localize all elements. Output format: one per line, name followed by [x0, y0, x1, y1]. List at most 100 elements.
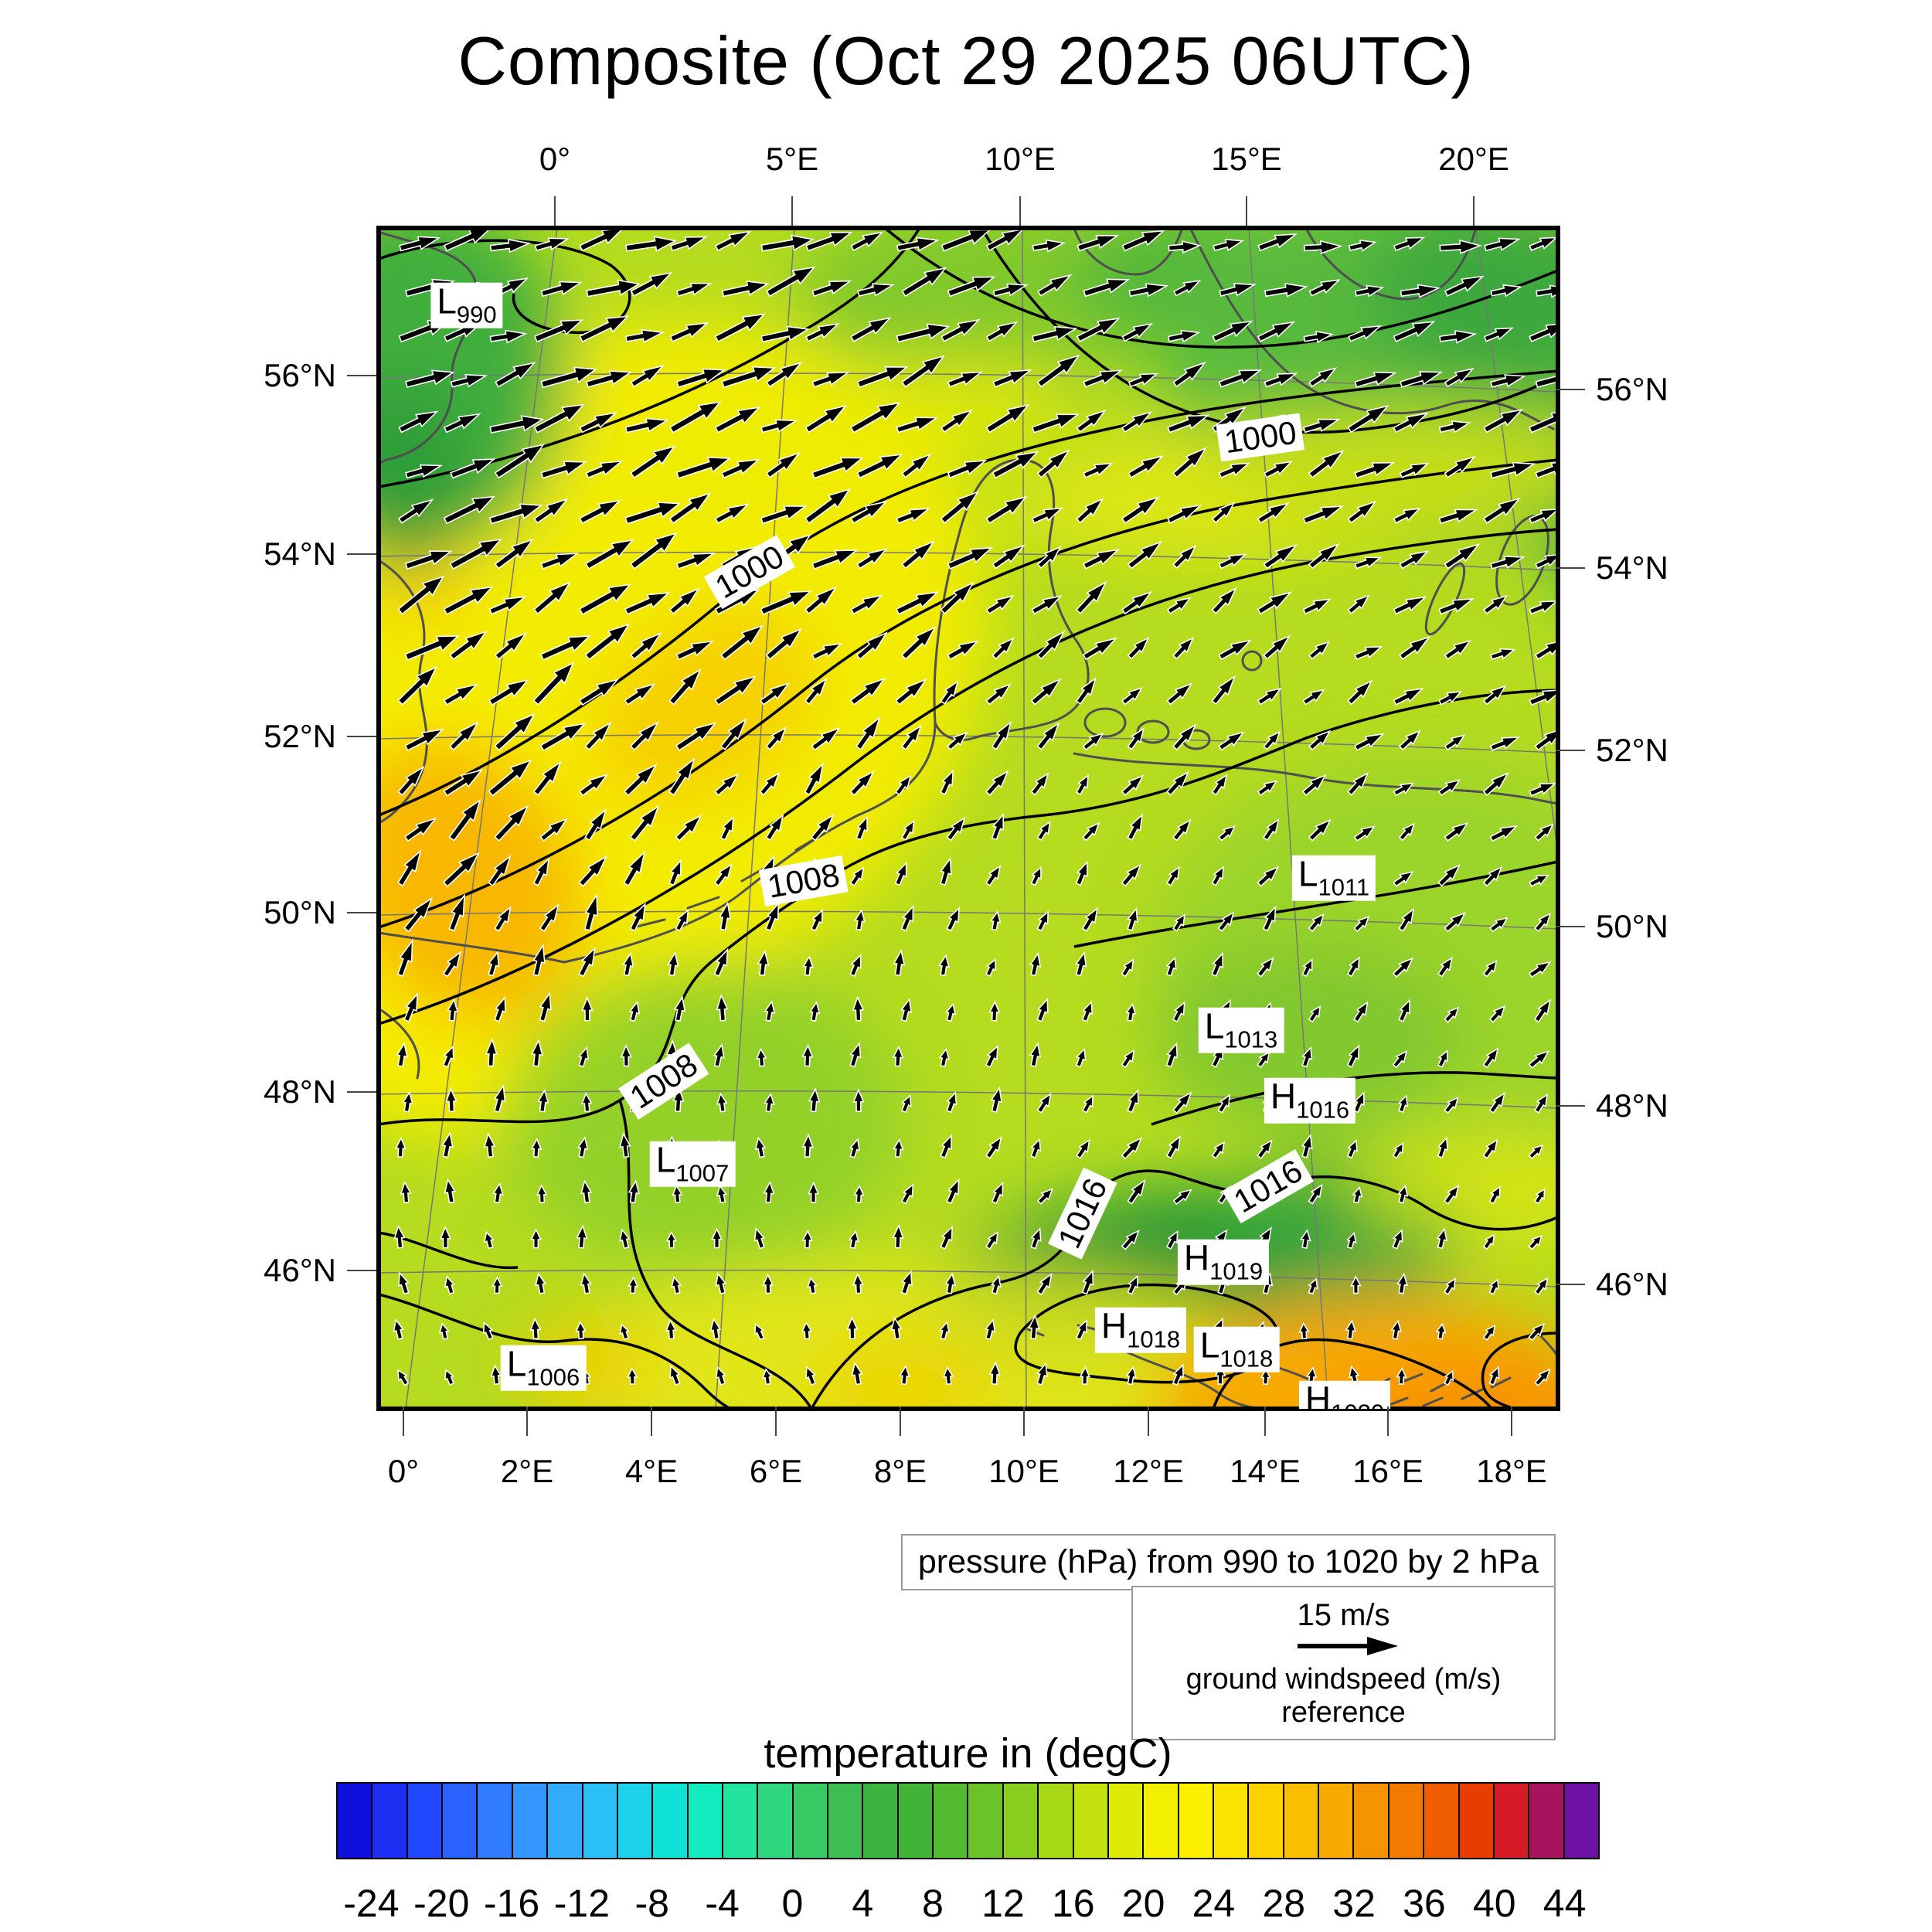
coastlines — [379, 228, 1558, 1409]
wind-arrow-icon — [1165, 1230, 1179, 1250]
wind-arrow-icon — [765, 813, 784, 842]
wind-arrow-icon — [1437, 779, 1461, 797]
wind-arrow-icon — [1354, 461, 1396, 479]
wind-arrow-icon — [669, 321, 709, 342]
wind-arrow-icon — [1354, 556, 1383, 570]
colorbar-cell — [1039, 1784, 1074, 1858]
wind-arrow-icon — [849, 677, 886, 706]
wind-arrow-icon — [1075, 580, 1107, 614]
wind-arrow-icon — [1482, 1233, 1495, 1250]
right-axis-label: 46°N — [1596, 1266, 1668, 1302]
wind-arrow-icon — [1392, 957, 1414, 978]
wind-arrow-icon — [622, 952, 634, 977]
colorbar-cell — [1564, 1784, 1598, 1858]
wind-arrow-icon — [760, 419, 798, 434]
wind-arrow-icon — [850, 594, 883, 615]
wind-arrow-icon — [1121, 590, 1153, 615]
wind-arrow-icon — [532, 857, 550, 886]
pressure-extremum-label: L1011 — [1291, 855, 1376, 901]
wind-arrow-icon — [443, 228, 492, 252]
wind-arrow-icon — [1392, 1142, 1404, 1159]
wind-arrow-icon — [1482, 1138, 1498, 1159]
wind-arrow-icon — [1029, 952, 1042, 977]
wind-arrow-icon — [1484, 237, 1521, 252]
wind-arrow-icon — [1218, 825, 1236, 842]
wind-arrow-icon — [1128, 283, 1169, 298]
wind-arrow-icon — [894, 861, 907, 886]
wind-arrow-icon — [713, 1043, 725, 1068]
bottom-axis-label: 18°E — [1476, 1453, 1547, 1489]
wind-arrow-icon — [939, 1321, 951, 1340]
wind-arrow-icon — [1301, 1134, 1313, 1158]
wind-arrow-icon — [1076, 317, 1121, 342]
wind-arrow-icon — [490, 1364, 502, 1386]
wind-arrow-icon — [1438, 509, 1478, 525]
wind-arrow-icon — [671, 1275, 682, 1294]
wind-arrow-icon — [583, 893, 598, 931]
wind-arrow-icon — [1352, 1001, 1369, 1023]
colorbar-cell — [1284, 1784, 1320, 1858]
wind-arrow-icon — [991, 1182, 1004, 1205]
wind-arrow-icon — [1346, 956, 1360, 978]
colorbar-tick-label: -12 — [553, 1882, 611, 1925]
wind-arrow-icon — [1534, 1277, 1549, 1296]
left-axis-tick — [347, 736, 376, 737]
pressure-extremum-label: H1018 — [1094, 1308, 1187, 1353]
wind-arrow-icon — [404, 550, 453, 570]
wind-arrow-icon — [900, 998, 912, 1022]
wind-arrow-icon — [533, 498, 569, 524]
wind-arrow-icon — [398, 410, 439, 434]
colorbar-cell — [1249, 1784, 1284, 1858]
wind-arrow-icon — [1399, 462, 1430, 478]
wind-arrow-icon — [540, 366, 597, 389]
bottom-axis-label: 16°E — [1352, 1453, 1423, 1489]
wind-arrow-icon — [801, 1043, 814, 1067]
wind-arrow-icon — [946, 1178, 960, 1205]
wind-arrow-icon — [1082, 821, 1100, 842]
wind-arrow-icon — [938, 954, 951, 977]
wind-arrow-icon — [1444, 639, 1472, 660]
wind-arrow-icon — [1392, 1229, 1403, 1250]
wind-arrow-icon — [765, 266, 816, 298]
wind-arrow-icon — [441, 1131, 454, 1158]
wind-arrow-icon — [985, 595, 1015, 615]
wind-arrow-icon — [849, 953, 862, 977]
wind-arrow-icon — [1482, 960, 1498, 978]
left-axis-tick — [347, 1091, 376, 1093]
wind-arrow-icon — [400, 1180, 412, 1203]
wind-arrow-icon — [483, 1230, 495, 1250]
wind-arrow-icon — [668, 757, 696, 796]
wind-arrow-icon — [1172, 723, 1197, 751]
wind-arrow-icon — [1079, 1366, 1091, 1385]
wind-arrow-icon — [665, 1318, 677, 1340]
wind-arrow-icon — [493, 1084, 506, 1113]
bottom-axis-tick — [1387, 1406, 1389, 1436]
left-axis-label: 48°N — [264, 1073, 336, 1110]
wind-arrow-icon — [1308, 730, 1332, 751]
wind-arrow-icon — [846, 1316, 859, 1340]
wind-arrow-icon — [804, 322, 840, 342]
wind-arrow-icon — [811, 457, 864, 479]
wind-arrow-icon — [1399, 550, 1430, 570]
wind-arrow-icon — [1444, 821, 1469, 842]
wind-arrow-icon — [714, 675, 757, 706]
wind-arrow-icon — [811, 726, 841, 751]
wind-arrow-icon — [1081, 906, 1099, 932]
wind-arrow-icon — [721, 366, 777, 389]
colorbar-cell — [478, 1784, 513, 1858]
wind-arrow-icon — [492, 1276, 503, 1294]
wind-arrow-icon — [719, 901, 732, 931]
colorbar-tick-label: -24 — [343, 1882, 400, 1925]
wind-arrow-icon — [1165, 956, 1177, 977]
wind-arrow-icon — [1036, 354, 1080, 388]
wind-arrow-icon — [628, 1001, 641, 1022]
wind-arrow-icon — [1127, 813, 1143, 841]
colorbar-cell — [338, 1784, 373, 1858]
wind-arrow-icon — [578, 774, 609, 797]
wind-arrow-icon — [1347, 594, 1370, 614]
wind-arrow-icon — [855, 631, 889, 660]
wind-arrow-icon — [443, 586, 494, 615]
wind-arrow-icon — [892, 1223, 904, 1249]
wind-arrow-icon — [989, 910, 1002, 931]
wind-arrow-icon — [629, 721, 659, 751]
